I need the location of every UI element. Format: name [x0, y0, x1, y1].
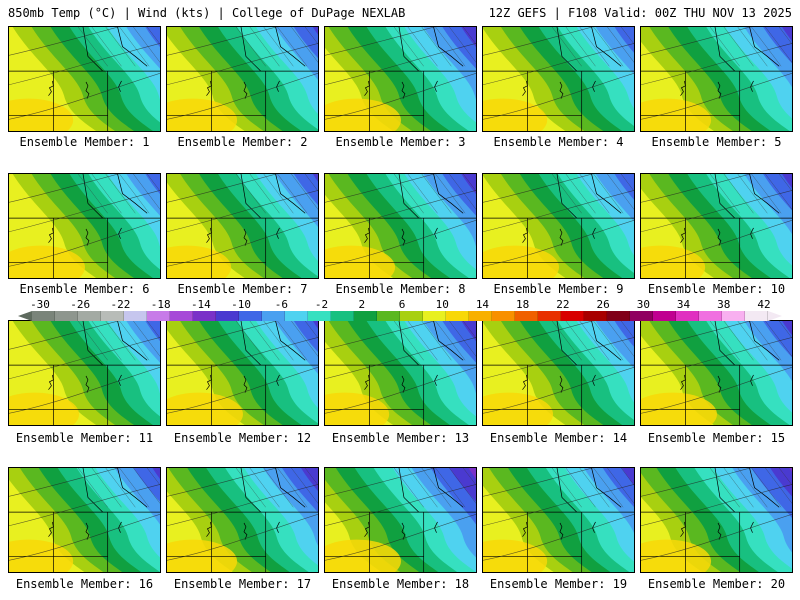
colorbar-tick-label: 34: [676, 298, 691, 311]
colorbar-cell: [423, 311, 446, 321]
ensemble-map-panel: [166, 467, 319, 573]
colorbar-tick-label: 10: [435, 298, 449, 311]
colorbar-cell: [492, 311, 515, 321]
colorbar-cell: [32, 311, 55, 321]
colorbar-cell: [722, 311, 745, 321]
ensemble-map-panel: [482, 467, 635, 573]
colorbar-cell: [285, 311, 308, 321]
ensemble-member-label: Ensemble Member: 4: [493, 135, 624, 149]
colorbar-scale: [32, 311, 768, 321]
colorbar-tick-label: 18: [516, 298, 530, 311]
ensemble-map-panel: [482, 26, 635, 132]
colorbar-cell: [607, 311, 630, 321]
colorbar-cell: [653, 311, 676, 321]
colorbar-cell: [446, 311, 469, 321]
ensemble-member-label: Ensemble Member: 8: [335, 282, 466, 296]
colorbar-tick-label: -14: [190, 298, 211, 311]
colorbar-cell: [124, 311, 147, 321]
ensemble-member-label: Ensemble Member: 14: [489, 431, 628, 445]
colorbar-cell: [308, 311, 331, 321]
ensemble-member-label: Ensemble Member: 20: [647, 577, 786, 591]
valid-time: 12Z GEFS | F108 Valid: 00Z THU NOV 13 20…: [488, 6, 792, 20]
colorbar-cell: [400, 311, 423, 321]
colorbar-max-arrow: [768, 311, 782, 321]
colorbar-tick-label: -2: [314, 298, 329, 311]
colorbar-cell: [469, 311, 492, 321]
colorbar-cell: [561, 311, 584, 321]
ensemble-member-label: Ensemble Member: 12: [173, 431, 312, 445]
header: 850mb Temp (°C) | Wind (kts) | College o…: [0, 0, 800, 24]
colorbar-tick-label: -10: [231, 298, 252, 311]
ensemble-map-panel: [640, 26, 793, 132]
colorbar-cell: [147, 311, 170, 321]
ensemble-member-label: Ensemble Member: 16: [15, 577, 154, 591]
ensemble-map-panel: [640, 320, 793, 426]
colorbar-cell: [515, 311, 538, 321]
colorbar-cell: [55, 311, 78, 321]
page-title: 850mb Temp (°C) | Wind (kts) | College o…: [8, 6, 406, 20]
colorbar-min-arrow: [18, 311, 32, 321]
colorbar-cell: [331, 311, 354, 321]
ensemble-map-panel: [640, 173, 793, 279]
colorbar-tick-label: 30: [636, 298, 650, 311]
ensemble-map-panel: [8, 320, 161, 426]
ensemble-member-label: Ensemble Member: 2: [177, 135, 308, 149]
ensemble-member-label: Ensemble Member: 3: [335, 135, 466, 149]
colorbar-cell: [239, 311, 262, 321]
ensemble-map-panel: [324, 26, 477, 132]
colorbar-cell: [676, 311, 699, 321]
ensemble-map-panel: [8, 173, 161, 279]
colorbar-cell: [630, 311, 653, 321]
ensemble-member-label: Ensemble Member: 7: [177, 282, 308, 296]
ensemble-map-panel: [324, 173, 477, 279]
colorbar-tick-label: -26: [70, 298, 91, 311]
colorbar-cell: [538, 311, 561, 321]
colorbar-cell: [354, 311, 377, 321]
colorbar: -30 -26 -22 -18 -14 -10 -6 -2 2 6 10 14 18 22 26 30 34 38…: [0, 298, 800, 326]
ensemble-member-label: Ensemble Member: 9: [493, 282, 624, 296]
ensemble-map-panel: [482, 173, 635, 279]
colorbar-tick-label: -18: [150, 298, 171, 311]
ensemble-map-panel: [640, 467, 793, 573]
colorbar-cell: [193, 311, 216, 321]
colorbar-tick-label: 6: [398, 298, 406, 311]
ensemble-member-label: Ensemble Member: 5: [651, 135, 782, 149]
ensemble-member-label: Ensemble Member: 6: [19, 282, 150, 296]
colorbar-cell: [78, 311, 101, 321]
colorbar-tick-label: 38: [717, 298, 731, 311]
ensemble-member-label: Ensemble Member: 17: [173, 577, 312, 591]
colorbar-cell: [101, 311, 124, 321]
colorbar-tick-label: 2: [358, 298, 366, 311]
ensemble-map-panel: [324, 320, 477, 426]
colorbar-tick-label: -22: [110, 298, 131, 311]
colorbar-tick-label: 14: [475, 298, 490, 311]
colorbar-cell: [216, 311, 239, 321]
ensemble-map-panel: [166, 173, 319, 279]
ensemble-member-label: Ensemble Member: 1: [19, 135, 150, 149]
ensemble-map-panel: [324, 467, 477, 573]
colorbar-tick-label: 42: [757, 298, 771, 311]
colorbar-cell: [170, 311, 193, 321]
colorbar-tick-label: 26: [596, 298, 610, 311]
ensemble-map-panel: [166, 320, 319, 426]
colorbar-cell: [745, 311, 768, 321]
colorbar-cell: [262, 311, 285, 321]
ensemble-member-label: Ensemble Member: 19: [489, 577, 628, 591]
colorbar-tick-label: -6: [274, 298, 288, 311]
ensemble-member-label: Ensemble Member: 15: [647, 431, 786, 445]
ensemble-member-label: Ensemble Member: 18: [331, 577, 470, 591]
ensemble-map-panel: [8, 467, 161, 573]
ensemble-map-panel: [166, 26, 319, 132]
ensemble-member-label: Ensemble Member: 11: [15, 431, 154, 445]
colorbar-cell: [584, 311, 607, 321]
ensemble-map-panel: [8, 26, 161, 132]
ensemble-map-panel: [482, 320, 635, 426]
ensemble-member-label: Ensemble Member: 10: [647, 282, 786, 296]
colorbar-tick-label: 22: [556, 298, 570, 311]
ensemble-member-label: Ensemble Member: 13: [331, 431, 470, 445]
colorbar-cell: [699, 311, 722, 321]
colorbar-cell: [377, 311, 400, 321]
colorbar-tick-label: -30: [30, 298, 50, 311]
